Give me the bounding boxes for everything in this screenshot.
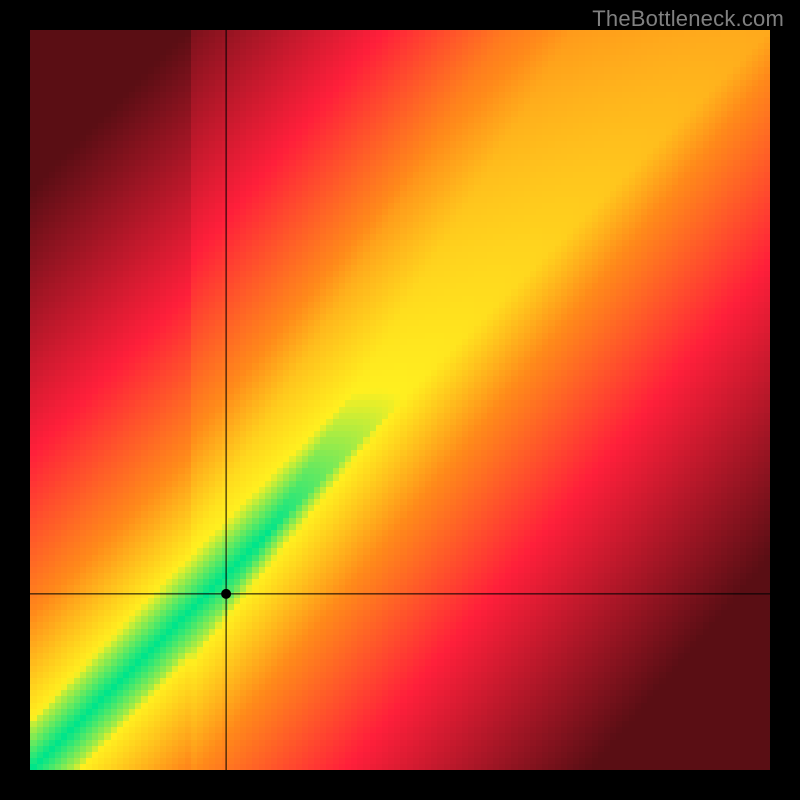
chart-wrapper: TheBottleneck.com <box>0 0 800 800</box>
watermark-text: TheBottleneck.com <box>592 6 784 32</box>
bottleneck-heatmap <box>30 30 770 770</box>
